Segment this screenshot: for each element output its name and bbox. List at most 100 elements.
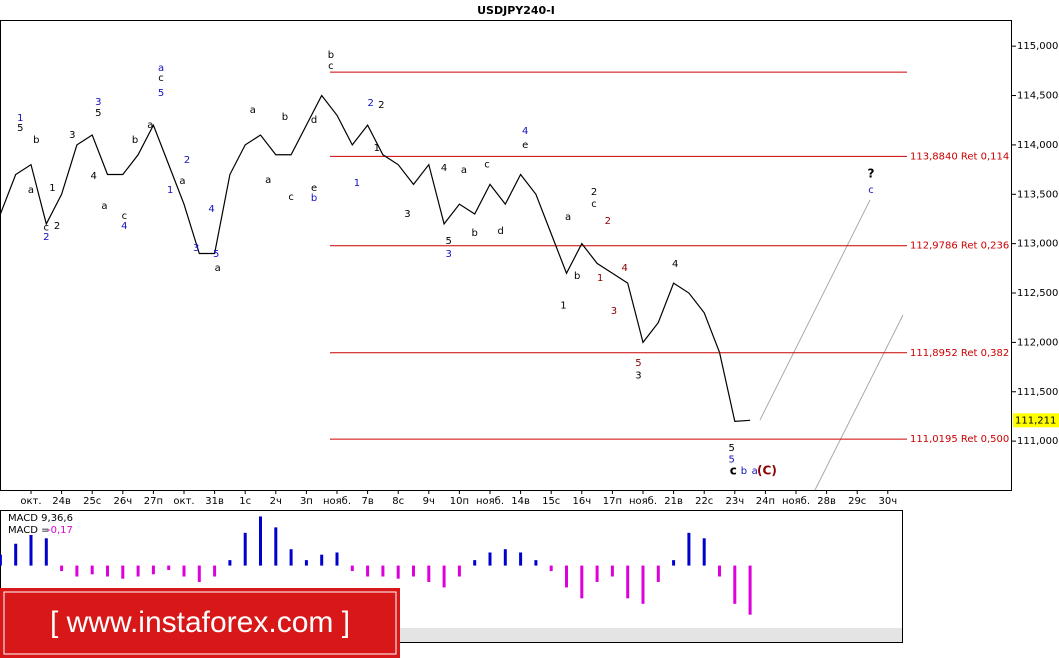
x-tick-label: 23ч — [725, 496, 744, 507]
wave-label: 1 — [374, 143, 380, 154]
wave-label: c — [328, 61, 334, 72]
fib-label: 113,8840 Ret 0,114 — [910, 151, 1009, 162]
x-tick-label: 1с — [239, 496, 251, 507]
x-tick-label: 27п — [144, 496, 163, 507]
macd-bar — [259, 516, 262, 566]
macd-value: -0,17 — [47, 525, 73, 536]
wave-label: (C) — [757, 464, 777, 478]
macd-bar — [366, 565, 370, 577]
current-price-box — [1013, 413, 1059, 428]
watermark-border — [3, 591, 397, 655]
wave-label: c — [288, 192, 294, 203]
x-tick-label: нояб. — [629, 496, 657, 507]
wave-label: 2 — [43, 232, 49, 243]
wave-label: a — [215, 263, 221, 274]
macd-bar — [427, 565, 431, 582]
wave-label: a — [461, 165, 467, 176]
macd-frame — [0, 510, 903, 643]
macd-bar — [610, 565, 614, 577]
x-tick-label: нояб. — [323, 496, 351, 507]
macd-bar — [412, 565, 415, 577]
wave-label: 4 — [441, 163, 447, 174]
current-price-label: 111,211 — [1015, 415, 1056, 426]
x-tick-label: нояб. — [476, 496, 504, 507]
macd-bar — [228, 560, 232, 566]
wave-label: 1 — [49, 183, 55, 194]
wave-label: c — [158, 73, 164, 84]
y-tick-label: 113,500 — [1017, 189, 1058, 200]
fib-label: 111,8952 Ret 0,382 — [910, 348, 1009, 359]
macd-shade — [400, 628, 902, 642]
macd-bar — [565, 565, 568, 588]
wave-label: c — [730, 464, 737, 478]
wave-label: d — [498, 226, 504, 237]
x-tick-label: окт. — [173, 496, 194, 507]
wave-label: c — [591, 199, 597, 210]
wave-label: 1 — [560, 300, 566, 311]
wave-label: ? — [867, 167, 874, 181]
wave-label: 1 — [167, 185, 173, 196]
main-frame — [0, 20, 1012, 491]
macd-bar — [320, 554, 324, 566]
wave-label: b — [282, 112, 288, 123]
macd-bar — [350, 565, 354, 572]
x-tick-label: 30ч — [878, 496, 897, 507]
macd-bar — [136, 565, 140, 577]
macd-bar — [733, 565, 737, 604]
x-tick-label: 10п — [450, 496, 469, 507]
wave-label: b — [741, 466, 747, 477]
x-tick-label: 17п — [603, 496, 622, 507]
wave-label: b — [311, 193, 317, 204]
wave-label: 4 — [208, 204, 214, 215]
chart-title: USDJPY240-I — [477, 4, 555, 17]
macd-bar — [121, 565, 125, 579]
y-tick-label: 112,000 — [1017, 337, 1058, 348]
wave-label: b — [472, 228, 478, 239]
macd-bar — [182, 565, 186, 577]
macd-bar — [580, 565, 584, 599]
macd-bar — [503, 549, 507, 566]
macd-bar — [641, 565, 645, 604]
macd-bar — [197, 565, 201, 582]
y-tick-label: 111,000 — [1017, 436, 1058, 447]
macd-bar — [106, 565, 109, 577]
macd-bar — [29, 535, 33, 566]
macd-bar — [60, 565, 64, 572]
wave-label: c — [44, 222, 50, 233]
x-tick-label: 15с — [542, 496, 560, 507]
fib-label: 112,9786 Ret 0,236 — [910, 241, 1009, 252]
y-tick-label: 112,500 — [1017, 288, 1058, 299]
x-tick-label: нояб. — [782, 496, 810, 507]
macd-bar — [396, 565, 400, 579]
wave-label: a — [158, 63, 164, 74]
macd-bar — [243, 532, 247, 566]
x-tick-label: 25с — [83, 496, 101, 507]
macd-bar — [473, 560, 477, 566]
wave-label: 3 — [95, 97, 101, 108]
x-tick-label: 14в — [511, 496, 530, 507]
macd-bar — [213, 565, 217, 577]
wave-label: e — [311, 183, 317, 194]
wave-label: 4 — [621, 263, 627, 274]
wave-label: c — [868, 185, 874, 196]
x-tick-label: 26ч — [113, 496, 132, 507]
wave-label: b — [132, 135, 138, 146]
macd-bar — [534, 560, 538, 566]
wave-label: d — [311, 115, 317, 126]
wave-label: 3 — [446, 249, 452, 260]
macd-bar — [687, 532, 691, 566]
x-tick-label: 7в — [361, 496, 373, 507]
wave-label: 2 — [591, 187, 597, 198]
macd-bar — [44, 538, 48, 566]
x-tick-label: окт. — [20, 496, 41, 507]
wave-label: 4 — [91, 171, 97, 182]
wave-label: a — [265, 175, 271, 186]
wave-label: 2 — [367, 98, 373, 109]
y-tick-label: 114,500 — [1017, 91, 1058, 102]
y-tick-label: 111,500 — [1017, 387, 1058, 398]
macd-bar — [151, 565, 155, 575]
wave-label: 3 — [635, 370, 641, 381]
wave-label: 2 — [54, 221, 60, 232]
watermark-box — [0, 588, 400, 658]
